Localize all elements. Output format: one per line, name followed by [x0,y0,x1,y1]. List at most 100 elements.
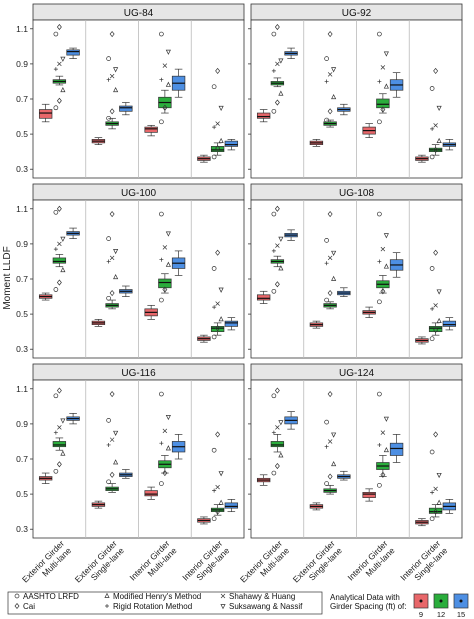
method-marker [113,86,119,93]
method-marker [429,86,435,91]
method-marker [159,211,164,217]
method-marker [60,56,66,62]
box-12ft [52,75,67,86]
method-marker [327,439,333,444]
legend-item: Cai [14,602,35,611]
method-marker [109,437,115,442]
method-marker [383,233,389,239]
box-12ft [428,144,443,156]
box-12ft [158,273,172,294]
method-marker [327,30,333,38]
method-marker [113,67,119,73]
method-marker [56,23,62,31]
method-marker [57,61,62,67]
method-marker [106,442,111,447]
box-12ft [52,437,67,451]
method-marker [377,299,382,305]
method-marker [53,393,59,399]
method-marker [271,108,277,114]
box-9ft [256,109,271,123]
box-9ft [362,306,376,318]
method-marker [113,430,119,436]
box-12ft [105,117,119,130]
method-marker [159,31,164,37]
legend-label: AASHTO LRFD [23,592,79,601]
method-marker [162,286,168,293]
box-15ft [389,434,404,463]
method-marker [377,442,382,447]
method-marker [53,31,59,37]
legend-label: Suksawang & Nassif [229,602,303,611]
method-marker [377,391,382,397]
box-12ft [323,119,337,128]
box-15ft [66,413,80,425]
method-marker [53,105,59,111]
method-marker [162,63,168,68]
box-9ft [197,516,211,525]
box-9ft [415,336,429,345]
box-12ft [158,455,172,474]
method-marker [436,472,442,479]
method-marker [162,104,168,111]
box-15ft [284,47,298,59]
method-marker [327,108,333,115]
legend-label: Modified Henry's Method [113,592,201,601]
method-marker [327,210,333,218]
box-9ft [91,137,106,145]
panel-ug-116: UG-116 0.3 0.5 0.7 0.9 1.1 [16,363,245,539]
box-12ft [52,254,67,268]
method-marker [327,473,333,480]
method-marker [271,211,277,217]
legend-item: Modified Henry's Method [104,592,201,601]
box-12ft [158,89,172,114]
legend-symbol [220,593,226,599]
method-marker [275,243,280,248]
box-12ft [376,93,390,114]
box-15ft [171,250,186,276]
method-marker [56,205,62,212]
y-axis-label: Moment LLDF [2,246,13,309]
box-9ft [38,103,53,123]
method-marker [324,481,329,486]
legend-item: Rigid Rotation Method [105,602,192,611]
panel-ug-124: UG-124 [248,363,463,539]
box-12ft [376,275,390,294]
spacing-legend-item: 15 [453,593,469,619]
method-marker [271,288,277,294]
box-12ft [428,504,443,518]
box-15ft [284,411,298,430]
method-marker [218,105,224,112]
method-marker [159,441,164,446]
box-9ft [256,290,271,304]
box-15ft [442,139,457,151]
method-marker [271,430,276,435]
panel-ug-84: UG-84 0.3 0.5 0.7 0.9 1.1 [16,3,245,179]
method-marker [380,430,386,435]
method-marker [377,119,382,125]
method-marker [436,137,442,143]
box-12ft [376,455,390,477]
method-marker [53,287,59,292]
method-marker [278,420,284,426]
method-marker [215,121,220,126]
method-marker [215,67,221,74]
method-marker [377,259,382,264]
panel-title: UG-124 [339,368,374,379]
legend-symbol [14,602,20,610]
method-marker [212,488,217,493]
box-9ft [256,474,271,486]
method-marker [433,67,439,74]
method-marker [278,452,284,458]
y-tick-label: 0.3 [16,524,28,534]
spacing-legend-title: Analytical Data with [330,593,400,602]
method-marker [165,261,171,267]
y-tick-label: 1.1 [16,204,28,214]
box-15ft [337,470,351,481]
method-marker [278,90,284,96]
method-marker [56,279,62,286]
method-marker [109,210,115,218]
method-marker [331,460,337,467]
